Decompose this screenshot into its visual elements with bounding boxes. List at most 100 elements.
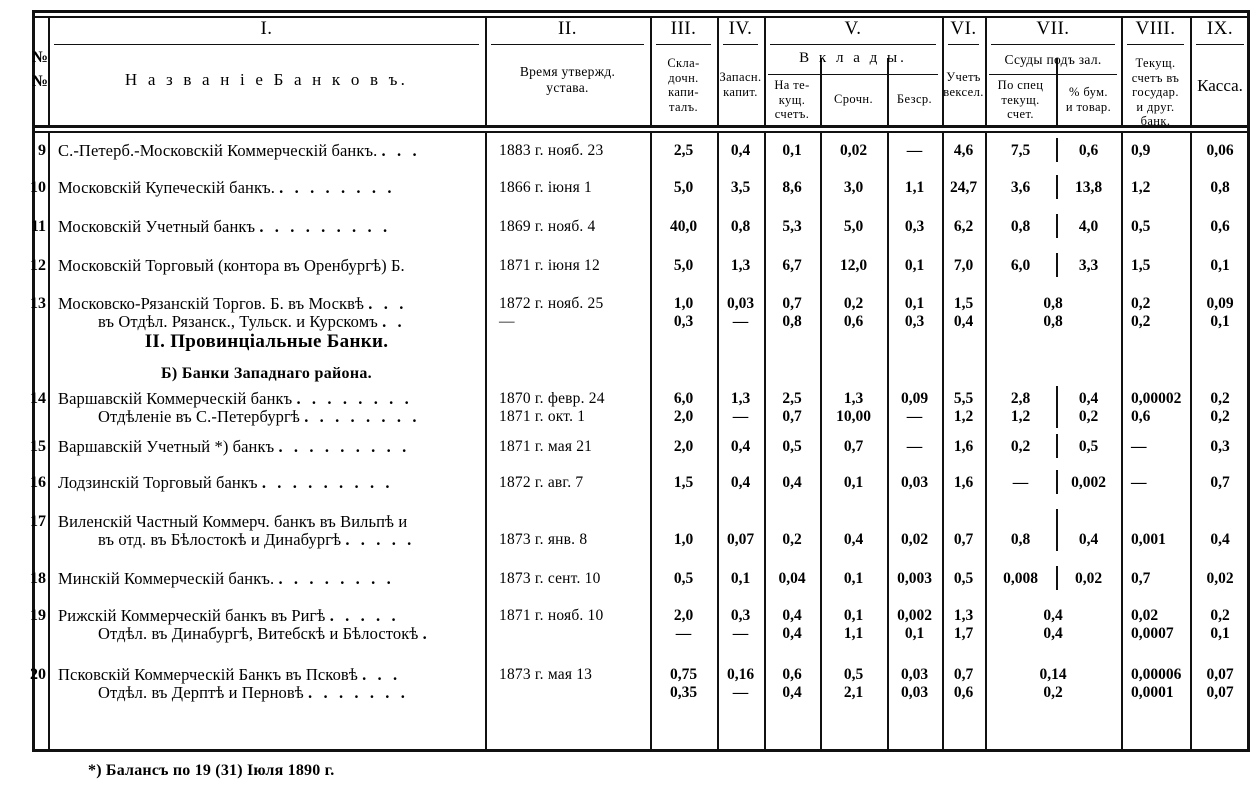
value-loans-special-account: 7,5	[1010, 142, 1031, 159]
value-bill-discount: 4,6	[953, 142, 974, 159]
table-header: № № I. II. III. IV. V. VI. VII. VIII. IX. Н а з в а…	[32, 18, 1250, 128]
column-title-charter-date: Время утвержд. устава.	[519, 64, 616, 96]
value-reserve-capital: 0,4	[730, 142, 751, 159]
value-deposit-term: 2,1	[843, 684, 864, 701]
charter-date: 1871 г. нояб. 10	[499, 607, 604, 624]
loans-subcolumn-divider	[1056, 509, 1058, 551]
value-bill-discount: 1,2	[953, 408, 974, 425]
bank-name: Варшавскій Коммерческій банкъ . . . . . …	[58, 389, 413, 408]
value-cash: 0,7	[1210, 474, 1230, 491]
body-divider-0	[48, 133, 50, 749]
value-bill-discount: 7,0	[953, 257, 974, 274]
value-deposit-current: 0,2	[782, 531, 802, 548]
value-deposit-current: 8,6	[782, 179, 802, 196]
value-cash: 0,06	[1206, 142, 1234, 159]
value-deposit-term: 12,0	[839, 257, 868, 274]
value-deposit-demand: —	[906, 142, 923, 159]
value-share-capital: 2,5	[673, 142, 694, 159]
column-title-loans-special-account: По спец текущ. счет.	[997, 78, 1044, 121]
frame-bottom-rule	[32, 749, 1250, 752]
value-share-capital: 1,0	[673, 295, 694, 312]
column-title-state-bank-account: Текущ. счетъ въ государ. и друг. банк.	[1131, 56, 1180, 128]
value-share-capital: 6,0	[673, 390, 694, 407]
value-bill-discount: 24,7	[949, 179, 978, 196]
bank-name: Московскій Торговый (контора въ Оренбург…	[58, 256, 405, 275]
value-share-capital: 2,0	[673, 438, 694, 455]
value-deposit-demand: —	[906, 408, 923, 425]
value-deposit-term: 1,1	[843, 625, 864, 642]
column-group-title-deposits: В к л а д ы.	[799, 50, 907, 66]
header-divider-8	[1190, 18, 1192, 125]
value-deposit-current: 0,4	[782, 607, 802, 624]
body-divider-2	[650, 133, 652, 749]
value-bill-discount: 1,3	[953, 607, 974, 624]
body-divider-10	[1190, 133, 1192, 749]
value-cash: 0,07	[1206, 666, 1234, 683]
value-share-capital: 2,0	[673, 607, 694, 624]
value-share-capital: 0,3	[673, 313, 694, 330]
value-state-bank-account: —	[1131, 438, 1147, 455]
column-title-share-capital: Скла-дочн. капи-талъ.	[667, 56, 700, 114]
value-share-capital: 1,0	[673, 531, 694, 548]
value-cash: 0,1	[1210, 257, 1230, 274]
value-loans-special-account: 1,2	[1010, 408, 1031, 425]
charter-date: —	[499, 313, 515, 330]
value-deposit-current: 2,5	[782, 390, 802, 407]
charter-date: 1866 г. іюня 1	[499, 179, 592, 196]
column-roman-VI: VI.	[950, 18, 977, 39]
body-divider-3	[717, 133, 719, 749]
value-bill-discount: 1,7	[953, 625, 974, 642]
loans-subcolumn-divider	[1056, 175, 1058, 199]
header-divider-v2	[820, 58, 822, 125]
value-deposit-term: 0,4	[843, 531, 864, 548]
value-reserve-capital: 0,4	[730, 474, 751, 491]
roman-underline	[770, 44, 936, 46]
value-reserve-capital: 0,3	[730, 607, 751, 624]
charter-date: 1883 г. нояб. 23	[499, 142, 604, 159]
section-heading-western: Б) Банки Западнаго района.	[161, 365, 372, 382]
column-title-deposit-term: Срочн.	[833, 92, 873, 106]
value-loans-securities-goods: 0,4	[1078, 390, 1099, 407]
row-number: 14	[30, 390, 46, 407]
body-divider-7	[942, 133, 944, 749]
header-divider-4	[764, 18, 766, 125]
value-cash: 0,07	[1206, 684, 1234, 701]
value-bill-discount: 0,7	[953, 666, 974, 683]
value-cash: 0,2	[1210, 408, 1230, 425]
column-title-deposit-demand: Безср.	[896, 92, 933, 106]
value-deposit-term: 0,7	[843, 438, 864, 455]
footnote: *) Балансъ по 19 (31) Іюля 1890 г.	[88, 762, 335, 779]
row-number: 20	[30, 666, 46, 683]
value-state-bank-account: 0,00002	[1131, 390, 1182, 407]
value-state-bank-account: 0,6	[1131, 408, 1151, 425]
column-group-title-secured-loans: Ссуды подъ зал.	[1004, 52, 1102, 67]
value-deposit-demand: 0,09	[900, 390, 929, 407]
value-reserve-capital: 0,16	[726, 666, 755, 683]
table-body: 9 С.-Петерб.-Московскій Коммерческій банк…	[30, 133, 1250, 749]
value-state-bank-account: 0,2	[1131, 295, 1151, 312]
value-cash: 0,8	[1210, 179, 1230, 196]
value-reserve-capital: 0,4	[730, 438, 751, 455]
value-deposit-current: 0,4	[782, 684, 802, 701]
loans-subcolumn-divider	[1056, 253, 1058, 277]
row-number: 16	[30, 474, 46, 491]
charter-date: 1872 г. авг. 7	[499, 474, 584, 491]
frame-top-rule-inner	[32, 16, 1250, 18]
value-deposit-term: 0,1	[843, 474, 864, 491]
body-divider-9	[1121, 133, 1123, 749]
value-reserve-capital: 0,03	[726, 295, 755, 312]
charter-date: 1872 г. нояб. 25	[499, 295, 604, 312]
row-number: 13	[30, 295, 46, 312]
value-loans-special-account: 0,2	[1010, 438, 1031, 455]
value-cash: 0,4	[1210, 531, 1230, 548]
charter-date: 1871 г. мая 21	[499, 438, 593, 455]
value-deposit-demand: 1,1	[904, 179, 925, 196]
value-loans-special-account: 0,008	[1003, 570, 1038, 587]
bank-name: Минскій Коммерческій банкъ. . . . . . . …	[58, 569, 395, 588]
value-deposit-term: 0,02	[839, 142, 868, 159]
value-deposit-term: 3,0	[843, 179, 864, 196]
value-state-bank-account: 0,00006	[1131, 666, 1182, 683]
value-cash: 0,2	[1210, 607, 1230, 624]
value-cash: 0,6	[1210, 218, 1230, 235]
value-deposit-demand: 0,1	[904, 257, 925, 274]
